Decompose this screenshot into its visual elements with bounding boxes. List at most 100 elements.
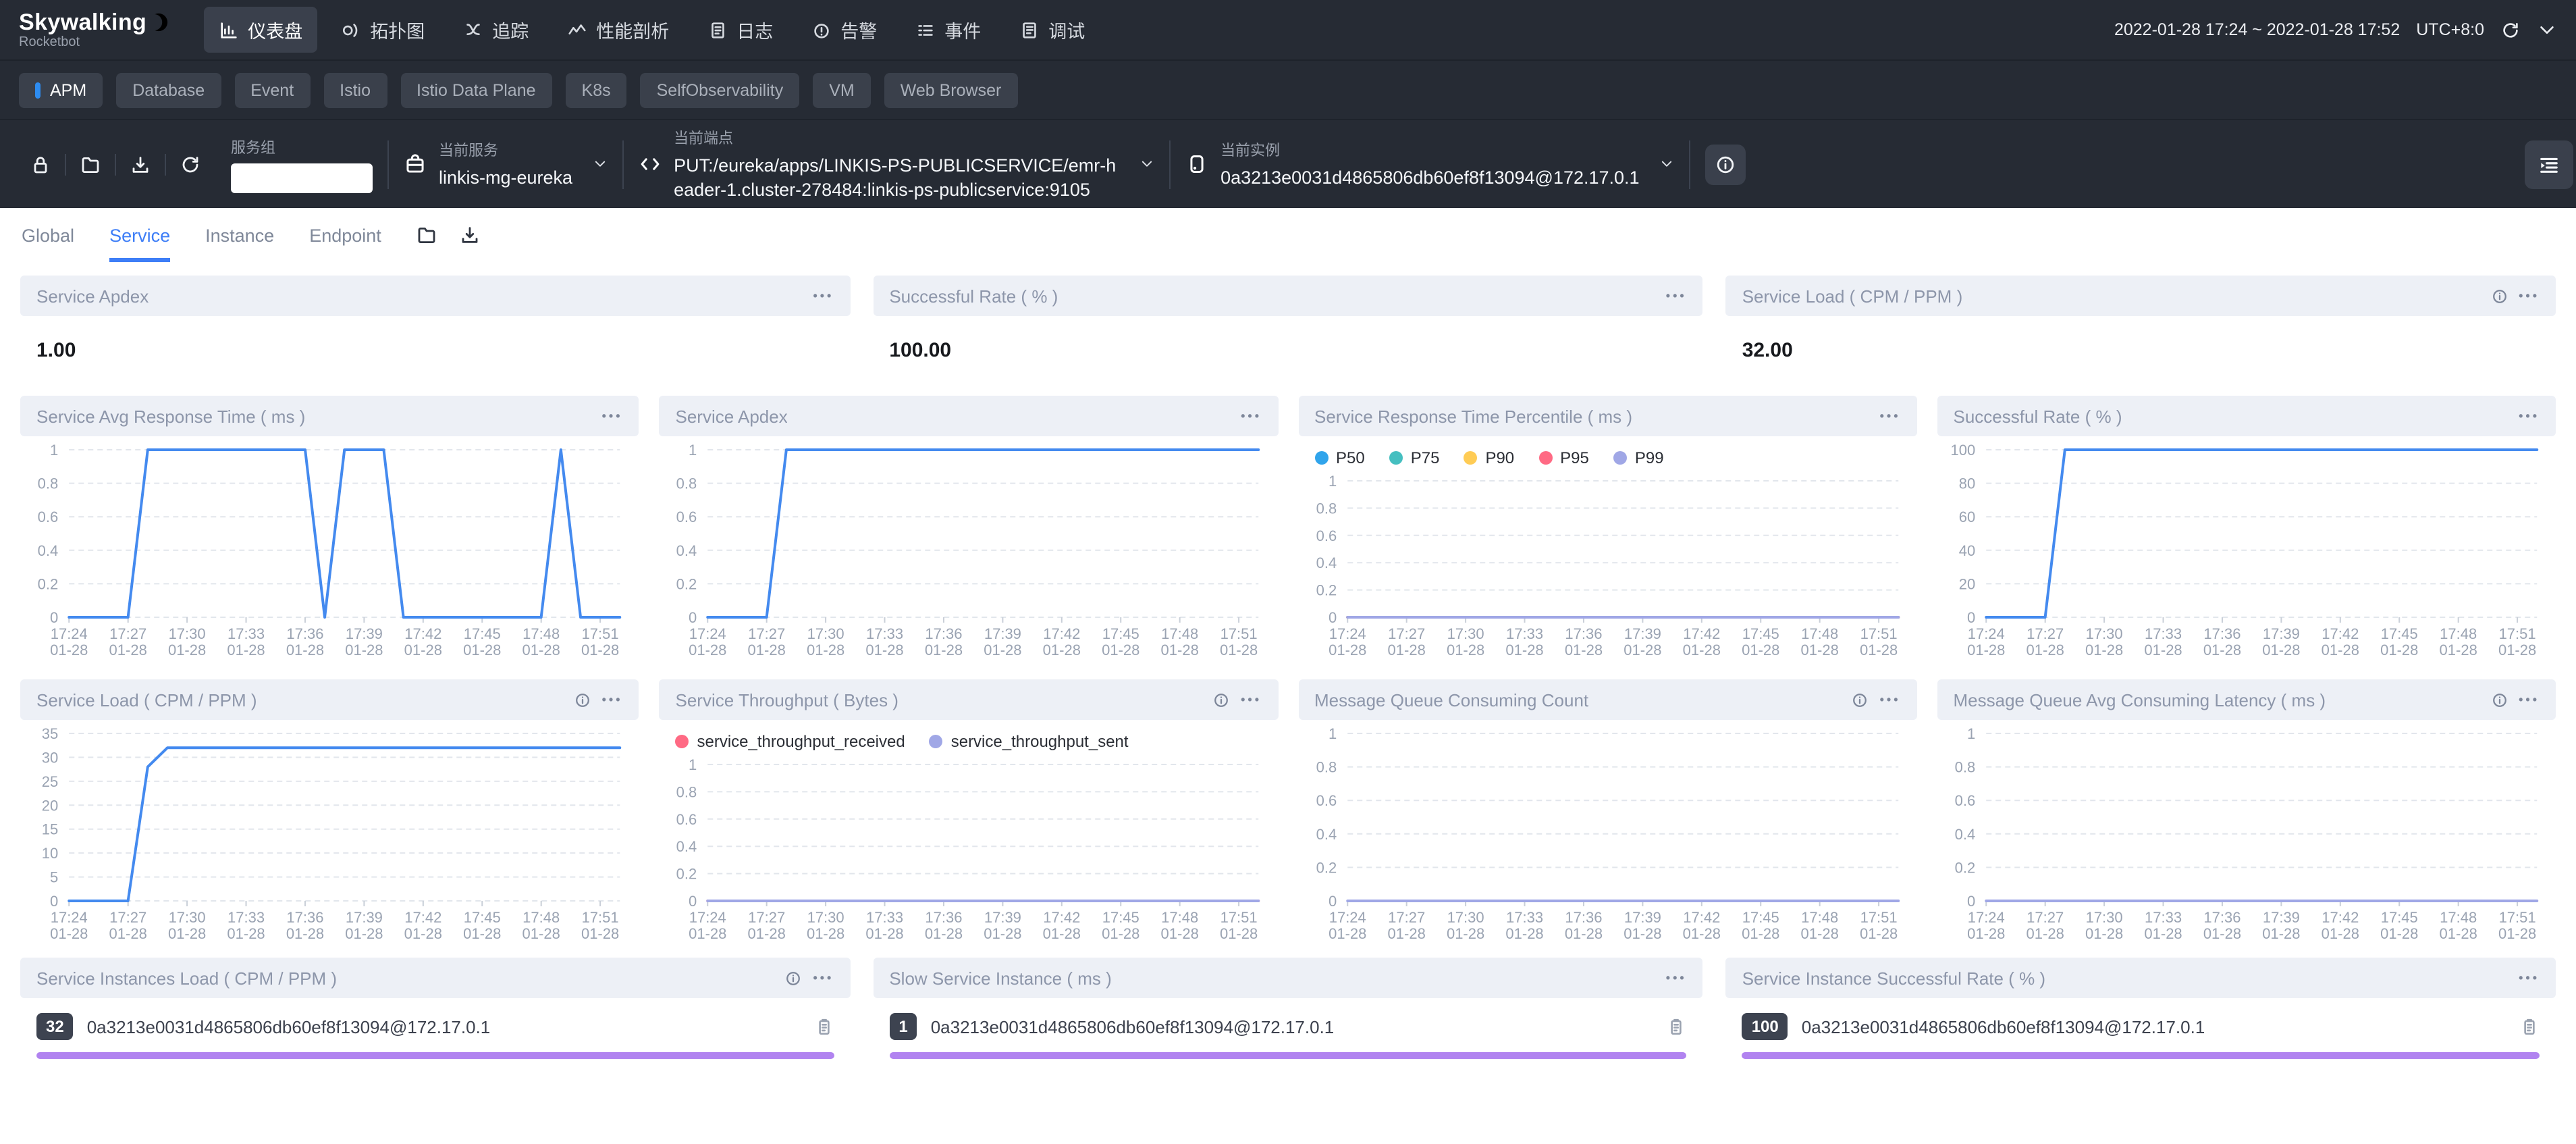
more-options-icon[interactable]: ••• (601, 693, 623, 706)
refresh-icon[interactable] (2500, 20, 2521, 40)
current-service-selector[interactable]: 当前服务 linkis-mg-eureka (404, 138, 608, 189)
dashboard-tab-istio[interactable]: Istio (323, 72, 387, 107)
svg-text:0.4: 0.4 (676, 838, 697, 855)
current-endpoint-label: 当前端点 (674, 130, 734, 147)
dashboard-tab-database[interactable]: Database (116, 72, 221, 107)
tab-endpoint[interactable]: Endpoint (309, 225, 381, 245)
svg-text:01-28: 01-28 (1387, 925, 1425, 942)
list-item[interactable]: 1 0a3213e0031d4865806db60ef8f13094@172.17… (889, 1013, 1686, 1040)
svg-text:17:30: 17:30 (169, 909, 206, 926)
svg-text:01-28: 01-28 (404, 642, 442, 658)
info-icon[interactable] (784, 969, 802, 987)
svg-text:01-28: 01-28 (1043, 925, 1081, 942)
card-title: Service Apdex (675, 406, 788, 426)
svg-text:0.6: 0.6 (1316, 527, 1337, 544)
nav-item-event[interactable]: 事件 (900, 7, 996, 53)
svg-text:17:39: 17:39 (2262, 625, 2299, 642)
more-options-icon[interactable]: ••• (2519, 289, 2540, 303)
info-icon[interactable] (2490, 691, 2508, 708)
download-icon[interactable] (460, 224, 481, 246)
more-options-icon[interactable]: ••• (1665, 971, 1687, 985)
dashboard-tab-k8s[interactable]: K8s (565, 72, 627, 107)
current-endpoint-selector[interactable]: 当前端点 PUT:/eureka/apps/LINKIS-PS-PUBLICSE… (639, 127, 1154, 201)
expand-list-button[interactable] (2525, 140, 2573, 188)
tab-global[interactable]: Global (22, 225, 75, 245)
more-options-icon[interactable]: ••• (813, 971, 834, 985)
svg-text:17:30: 17:30 (1447, 625, 1484, 642)
timezone[interactable]: UTC+8:0 (2416, 20, 2484, 39)
more-options-icon[interactable]: ••• (1665, 289, 1687, 303)
card-title: Message Queue Consuming Count (1314, 690, 1589, 710)
svg-text:17:33: 17:33 (867, 909, 904, 926)
tab-instance[interactable]: Instance (205, 225, 275, 245)
svg-text:01-28: 01-28 (1161, 642, 1199, 658)
chevron-down-icon[interactable] (1660, 157, 1675, 172)
svg-text:17:45: 17:45 (464, 625, 501, 642)
copy-icon[interactable] (1667, 1016, 1687, 1037)
nav-item-profile[interactable]: 性能剖析 (552, 7, 684, 53)
nav-item-log[interactable]: 日志 (692, 7, 788, 53)
download-icon[interactable] (116, 153, 166, 175)
chevron-down-icon[interactable] (593, 157, 608, 172)
list-item[interactable]: 32 0a3213e0031d4865806db60ef8f13094@172.1… (36, 1013, 834, 1040)
svg-text:100: 100 (1950, 442, 1975, 459)
chevron-down-icon[interactable] (1139, 157, 1154, 172)
svg-text:17:51: 17:51 (1220, 909, 1258, 926)
more-options-icon[interactable]: ••• (1879, 409, 1901, 423)
nav-item-debug[interactable]: 调试 (1004, 7, 1100, 53)
copy-icon[interactable] (2519, 1016, 2540, 1037)
more-options-icon[interactable]: ••• (1241, 693, 1262, 706)
dashboard-tab-apm[interactable]: APM (19, 72, 103, 107)
svg-text:01-28: 01-28 (1102, 642, 1140, 658)
logo-swoosh-icon (148, 11, 168, 32)
svg-text:0.8: 0.8 (38, 475, 59, 492)
legend-item: service_throughput_sent (929, 732, 1129, 751)
dashboard-tab-vm[interactable]: VM (813, 72, 871, 107)
svg-text:0.4: 0.4 (1316, 826, 1337, 843)
nav-item-label: 拓扑图 (370, 22, 425, 42)
svg-text:01-28: 01-28 (1328, 642, 1366, 658)
info-button[interactable] (1705, 144, 1746, 184)
folder-icon[interactable] (66, 153, 116, 175)
more-options-icon[interactable]: ••• (2519, 693, 2540, 706)
svg-text:17:24: 17:24 (1329, 909, 1366, 926)
info-icon[interactable] (1212, 691, 1230, 708)
svg-text:17:24: 17:24 (689, 625, 726, 642)
chevron-down-icon[interactable] (2537, 20, 2557, 40)
nav-item-trace[interactable]: 追踪 (448, 7, 543, 53)
more-options-icon[interactable]: ••• (2519, 971, 2540, 985)
svg-text:01-28: 01-28 (1967, 642, 2005, 658)
dashboard-tab-selfobservability[interactable]: SelfObservability (640, 72, 800, 107)
app-logo[interactable]: Skywalking Rocketbot (19, 10, 168, 49)
svg-text:17:30: 17:30 (2085, 625, 2122, 642)
folder-icon[interactable] (417, 224, 438, 246)
svg-text:0.8: 0.8 (676, 783, 697, 800)
more-options-icon[interactable]: ••• (813, 289, 834, 303)
info-icon[interactable] (574, 691, 591, 708)
lock-icon[interactable] (16, 153, 66, 175)
dashboard-tab-istio-data-plane[interactable]: Istio Data Plane (400, 72, 552, 107)
more-options-icon[interactable]: ••• (1241, 409, 1262, 423)
refresh-icon[interactable] (166, 153, 215, 175)
dashboard-tab-web-browser[interactable]: Web Browser (884, 72, 1018, 107)
dashboard-tab-event[interactable]: Event (234, 72, 311, 107)
tab-service[interactable]: Service (109, 208, 171, 262)
svg-text:01-28: 01-28 (2321, 642, 2359, 658)
more-options-icon[interactable]: ••• (2519, 409, 2540, 423)
svg-text:0.6: 0.6 (1316, 792, 1337, 809)
instance-list-card: Service Instance Successful Rate ( % ) ••… (1725, 958, 2556, 1075)
nav-item-topology[interactable]: 拓扑图 (325, 7, 439, 53)
time-range[interactable]: 2022-01-28 17:24 ~ 2022-01-28 17:52 (2114, 20, 2400, 39)
service-group-input[interactable] (231, 163, 373, 192)
svg-text:17:42: 17:42 (1682, 625, 1719, 642)
list-item[interactable]: 100 0a3213e0031d4865806db60ef8f13094@172.… (1742, 1013, 2540, 1040)
info-icon[interactable] (1852, 691, 1869, 708)
svg-text:17:51: 17:51 (2498, 909, 2535, 926)
info-icon[interactable] (2490, 287, 2508, 305)
copy-icon[interactable] (813, 1016, 834, 1037)
more-options-icon[interactable]: ••• (1879, 693, 1901, 706)
current-instance-selector[interactable]: 当前实例 0a3213e0031d4865806db60ef8f13094@17… (1185, 138, 1675, 189)
more-options-icon[interactable]: ••• (601, 409, 623, 423)
nav-item-alarm[interactable]: 告警 (796, 7, 892, 53)
nav-item-dashboard[interactable]: 仪表盘 (203, 7, 318, 53)
